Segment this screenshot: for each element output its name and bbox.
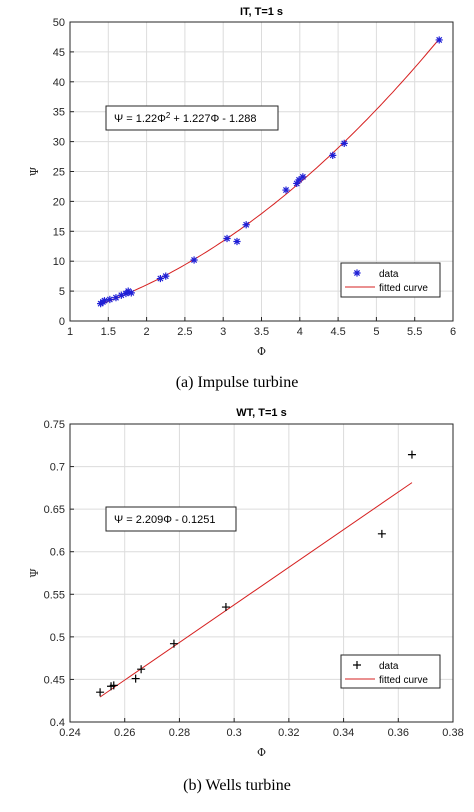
axes-frame <box>69 423 454 723</box>
figure-caption: (a) Impulse turbine <box>176 374 299 391</box>
y-tick-label: 35 <box>53 107 65 119</box>
data-point <box>131 674 140 683</box>
x-tick-label: 0.24 <box>59 727 80 739</box>
x-tick-label: 0.26 <box>114 727 135 739</box>
data-point <box>377 529 386 538</box>
data-point <box>340 139 348 147</box>
chart-wells-turbine: 0.24 0.26 0.28 0.3 0.32 0.34 0.36 0.38 0.4 0.45 0.… <box>28 407 464 794</box>
data-point <box>435 36 443 44</box>
x-tick-label: 3 <box>220 326 226 338</box>
data-point <box>295 176 303 184</box>
y-tick-label: 0.7 <box>50 462 65 474</box>
y-tick-label: 40 <box>53 77 65 89</box>
x-tick-label: 5 <box>373 326 379 338</box>
legend-label-fit: fitted curve <box>379 675 428 686</box>
data-point <box>233 237 241 246</box>
x-axis-label: Φ <box>257 746 266 759</box>
x-axis-label: Φ <box>257 345 266 358</box>
y-tick-label: 15 <box>53 226 65 238</box>
data-point <box>221 603 230 612</box>
x-tick-label: 0.32 <box>278 727 299 739</box>
x-tick-label: 2.5 <box>177 326 192 338</box>
y-tick-label: 0.45 <box>44 674 65 686</box>
y-tick-label: 50 <box>53 17 65 29</box>
data-point <box>223 234 231 243</box>
y-axis-label: Ψ <box>28 568 41 578</box>
y-tick-label: 0.5 <box>50 632 65 644</box>
axes-frame <box>69 21 454 322</box>
x-tick-label: 5.5 <box>407 326 422 338</box>
data-point <box>109 681 118 690</box>
data-point <box>112 294 120 302</box>
data-point <box>106 295 114 304</box>
equation-text: Ψ = 2.209Φ - 0.1251 <box>114 514 215 526</box>
y-tick-label: 0.55 <box>44 589 65 601</box>
legend-box <box>340 654 441 689</box>
x-tick-label: 1 <box>67 326 73 338</box>
y-tick-label: 45 <box>53 47 65 59</box>
equation-text: Ψ = 1.22Φ <box>114 113 166 125</box>
legend-label-data: data <box>379 269 399 280</box>
data-point <box>124 287 132 295</box>
data-point <box>127 289 135 297</box>
y-tick-label: 30 <box>53 137 65 149</box>
data-point <box>162 272 170 280</box>
y-axis-label: Ψ <box>28 166 41 176</box>
data-point <box>407 450 416 459</box>
x-tick-label: 2 <box>144 326 150 338</box>
fit-equation: Ψ = 1.22Φ2 + 1.227Φ - 1.288 <box>114 111 257 126</box>
data-point <box>137 665 146 674</box>
chart-title: IT, T=1 s <box>240 6 283 18</box>
data-point <box>169 639 178 648</box>
data-point <box>117 291 125 299</box>
data-point <box>299 173 307 181</box>
y-tick-label: 20 <box>53 196 65 208</box>
equation-box <box>105 105 279 131</box>
figure-caption: (b) Wells turbine <box>183 777 291 794</box>
x-tick-label: 0.28 <box>169 727 190 739</box>
chart-impulse-turbine: 1 1.5 2 2.5 3 3.5 4 4.5 5 5.5 6 0 5 10 15 20 25 30 35 40 45 5… <box>28 6 456 391</box>
y-tick-label: 0.75 <box>44 419 65 431</box>
x-tick-label: 6 <box>450 326 456 338</box>
x-tick-label: 0.38 <box>442 727 463 739</box>
legend-box <box>340 262 441 298</box>
fitted-curve-line <box>100 38 440 305</box>
equation-box <box>105 506 237 532</box>
legend-label-data: data <box>379 661 399 672</box>
y-tick-label: 10 <box>53 256 65 268</box>
y-tick-label: 5 <box>59 286 65 298</box>
y-tick-label: 0.6 <box>50 547 65 559</box>
data-point <box>156 274 164 283</box>
x-tick-label: 1.5 <box>101 326 116 338</box>
legend-label-fit: fitted curve <box>379 283 428 294</box>
fit-equation: Ψ = 2.209Φ - 0.1251 <box>114 514 215 526</box>
data-point <box>190 256 198 264</box>
x-tick-label: 0.36 <box>388 727 409 739</box>
data-point <box>100 297 109 305</box>
fitted-curve-line <box>99 482 413 698</box>
data-point <box>329 151 337 159</box>
legend-marker-data <box>353 269 361 277</box>
x-tick-label: 4.5 <box>330 326 345 338</box>
legend-marker-data <box>353 661 361 669</box>
y-tick-label: 0.65 <box>44 504 65 516</box>
y-tick-label: 0.4 <box>50 717 65 729</box>
y-tick-label: 0 <box>59 316 65 328</box>
chart-title: WT, T=1 s <box>236 407 286 419</box>
x-tick-label: 4 <box>297 326 303 338</box>
data-point <box>96 688 105 697</box>
data-point <box>282 186 290 194</box>
data-point <box>293 179 301 188</box>
x-tick-label: 0.34 <box>333 727 354 739</box>
equation-text: + 1.227Φ - 1.288 <box>170 113 256 125</box>
equation-exponent: 2 <box>166 111 171 120</box>
y-tick-label: 25 <box>53 167 65 179</box>
x-tick-label: 3.5 <box>254 326 269 338</box>
data-point <box>242 221 250 229</box>
x-tick-label: 0.3 <box>226 727 241 739</box>
